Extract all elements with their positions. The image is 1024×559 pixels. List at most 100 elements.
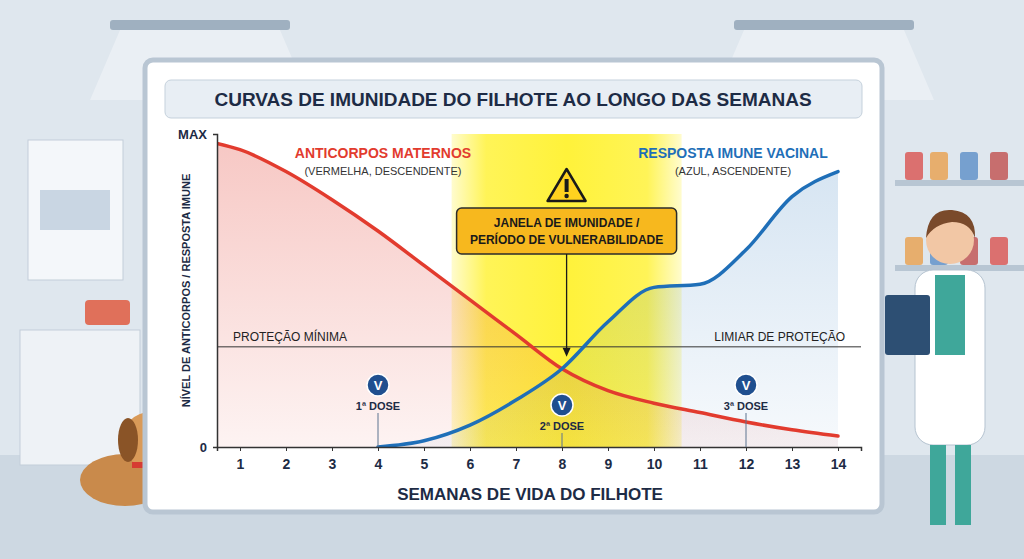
x-tick-label: 1 xyxy=(237,456,245,472)
x-tick-mark xyxy=(332,447,333,451)
y-axis-line xyxy=(213,135,218,448)
x-tick: 14 xyxy=(831,447,847,472)
x-tick-mark xyxy=(516,447,517,451)
dose-circle xyxy=(551,394,573,416)
shelf-0 xyxy=(895,180,1024,186)
threshold-label: PROTEÇÃO MÍNIMA xyxy=(233,329,347,344)
window-label: JANELA DE IMUNIDADE / xyxy=(494,216,640,230)
lamp-0 xyxy=(110,20,290,30)
cabinet xyxy=(20,330,140,465)
threshold-label: LIMIAR DE PROTEÇÃO xyxy=(714,330,845,344)
y-axis: 0 MAX xyxy=(178,127,217,455)
x-axis-title: SEMANAS DE VIDA DO FILHOTE xyxy=(397,485,663,504)
dose-label: 3ª DOSE xyxy=(724,400,768,412)
dose-marker: V1ª DOSE xyxy=(356,374,400,447)
x-tick-label: 9 xyxy=(605,456,613,472)
window-label: PERÍODO DE VULNERABILIDADE xyxy=(470,232,663,247)
warning-icon xyxy=(548,169,586,201)
wall xyxy=(0,0,1024,559)
series-description: (AZUL, ASCENDENTE) xyxy=(675,165,791,177)
x-tick-label: 4 xyxy=(375,456,383,472)
x-tick-mark xyxy=(562,447,563,451)
x-axis-line xyxy=(218,448,862,452)
x-tick: 5 xyxy=(421,447,429,472)
x-tick-label: 11 xyxy=(693,456,708,472)
x-tick: 11 xyxy=(693,447,708,472)
x-tick: 1 xyxy=(237,447,245,472)
bottle xyxy=(990,152,1008,180)
x-tick-label: 13 xyxy=(785,456,801,472)
bottle xyxy=(905,152,923,180)
y-tick-mark xyxy=(213,447,217,448)
x-tick-label: 8 xyxy=(559,456,567,472)
bottle xyxy=(990,237,1008,265)
series-label: ANTICORPOS MATERNOS xyxy=(295,145,471,161)
dose-symbol: V xyxy=(742,378,751,393)
leg xyxy=(955,445,971,525)
window-arrow xyxy=(566,254,567,349)
bottle xyxy=(905,237,923,265)
x-tick: 10 xyxy=(647,447,663,472)
x-tick-mark xyxy=(700,447,701,451)
bottle xyxy=(930,152,948,180)
series-area xyxy=(378,172,838,447)
x-tick-label: 3 xyxy=(329,456,337,472)
series-description: (VERMELHA, DESCENDENTE) xyxy=(304,165,461,177)
dose-circle xyxy=(735,374,757,396)
x-tick: 2 xyxy=(283,447,291,472)
x-tick: 4 xyxy=(375,447,383,472)
dose-line xyxy=(746,413,747,447)
dose-line xyxy=(562,433,563,447)
bottle xyxy=(960,152,978,180)
x-tick-label: 10 xyxy=(647,456,663,472)
dose-line xyxy=(378,413,379,447)
x-tick-mark xyxy=(838,447,839,451)
lamp-1 xyxy=(734,20,914,30)
x-tick-mark xyxy=(424,447,425,451)
x-tick-label: 2 xyxy=(283,456,291,472)
warning-bar xyxy=(565,179,569,192)
y-tick-mark xyxy=(213,134,217,135)
dose-marker: V 3ª DOSE xyxy=(724,374,768,447)
poster xyxy=(28,140,123,280)
x-tick-label: 5 xyxy=(421,456,429,472)
plot-area xyxy=(217,134,861,447)
y-axis-title: NÍVEL DE ANTICORPOS / RESPOSTA IMUNE xyxy=(180,174,192,407)
title-banner xyxy=(165,80,862,118)
x-tick: 9 xyxy=(605,447,613,472)
x-tick: 6 xyxy=(467,447,475,472)
x-tick: 13 xyxy=(785,447,801,472)
dose-circle xyxy=(367,374,389,396)
y-tick-label: MAX xyxy=(178,127,207,142)
x-axis: 1234567891011121314 xyxy=(218,447,862,472)
vet xyxy=(885,210,985,525)
window-label-box xyxy=(457,208,677,254)
x-tick: 8 xyxy=(559,447,567,472)
dog-ear xyxy=(118,418,138,462)
series-label: RESPOSTA IMUNE VACINAL xyxy=(638,145,828,161)
x-tick-label: 6 xyxy=(467,456,475,472)
dose-label: 2ª DOSE xyxy=(540,420,584,432)
threshold-line xyxy=(217,346,861,347)
y-tick-label: 0 xyxy=(200,440,207,455)
annotations: ANTICORPOS MATERNOS (VERMELHA, DESCENDENT… xyxy=(233,145,845,447)
x-tick-mark xyxy=(240,447,241,451)
warning-triangle xyxy=(548,169,586,201)
y-tick: 0 xyxy=(200,440,217,455)
x-tick-mark xyxy=(792,447,793,451)
dose-symbol: V xyxy=(558,398,567,413)
x-tick: 12 xyxy=(739,447,755,472)
poster-image xyxy=(40,190,110,230)
x-tick-label: 12 xyxy=(739,456,755,472)
x-tick-mark xyxy=(746,447,747,451)
series-area xyxy=(217,143,838,447)
board xyxy=(145,60,882,512)
series-line xyxy=(378,172,838,447)
x-tick: 3 xyxy=(329,447,337,472)
title: CURVAS DE IMUNIDADE DO FILHOTE AO LONGO … xyxy=(214,89,811,110)
x-tick-mark xyxy=(470,447,471,451)
scrubs xyxy=(935,275,965,355)
background xyxy=(0,0,1024,559)
x-tick-mark xyxy=(378,447,379,451)
window-arrow-head xyxy=(563,348,571,357)
